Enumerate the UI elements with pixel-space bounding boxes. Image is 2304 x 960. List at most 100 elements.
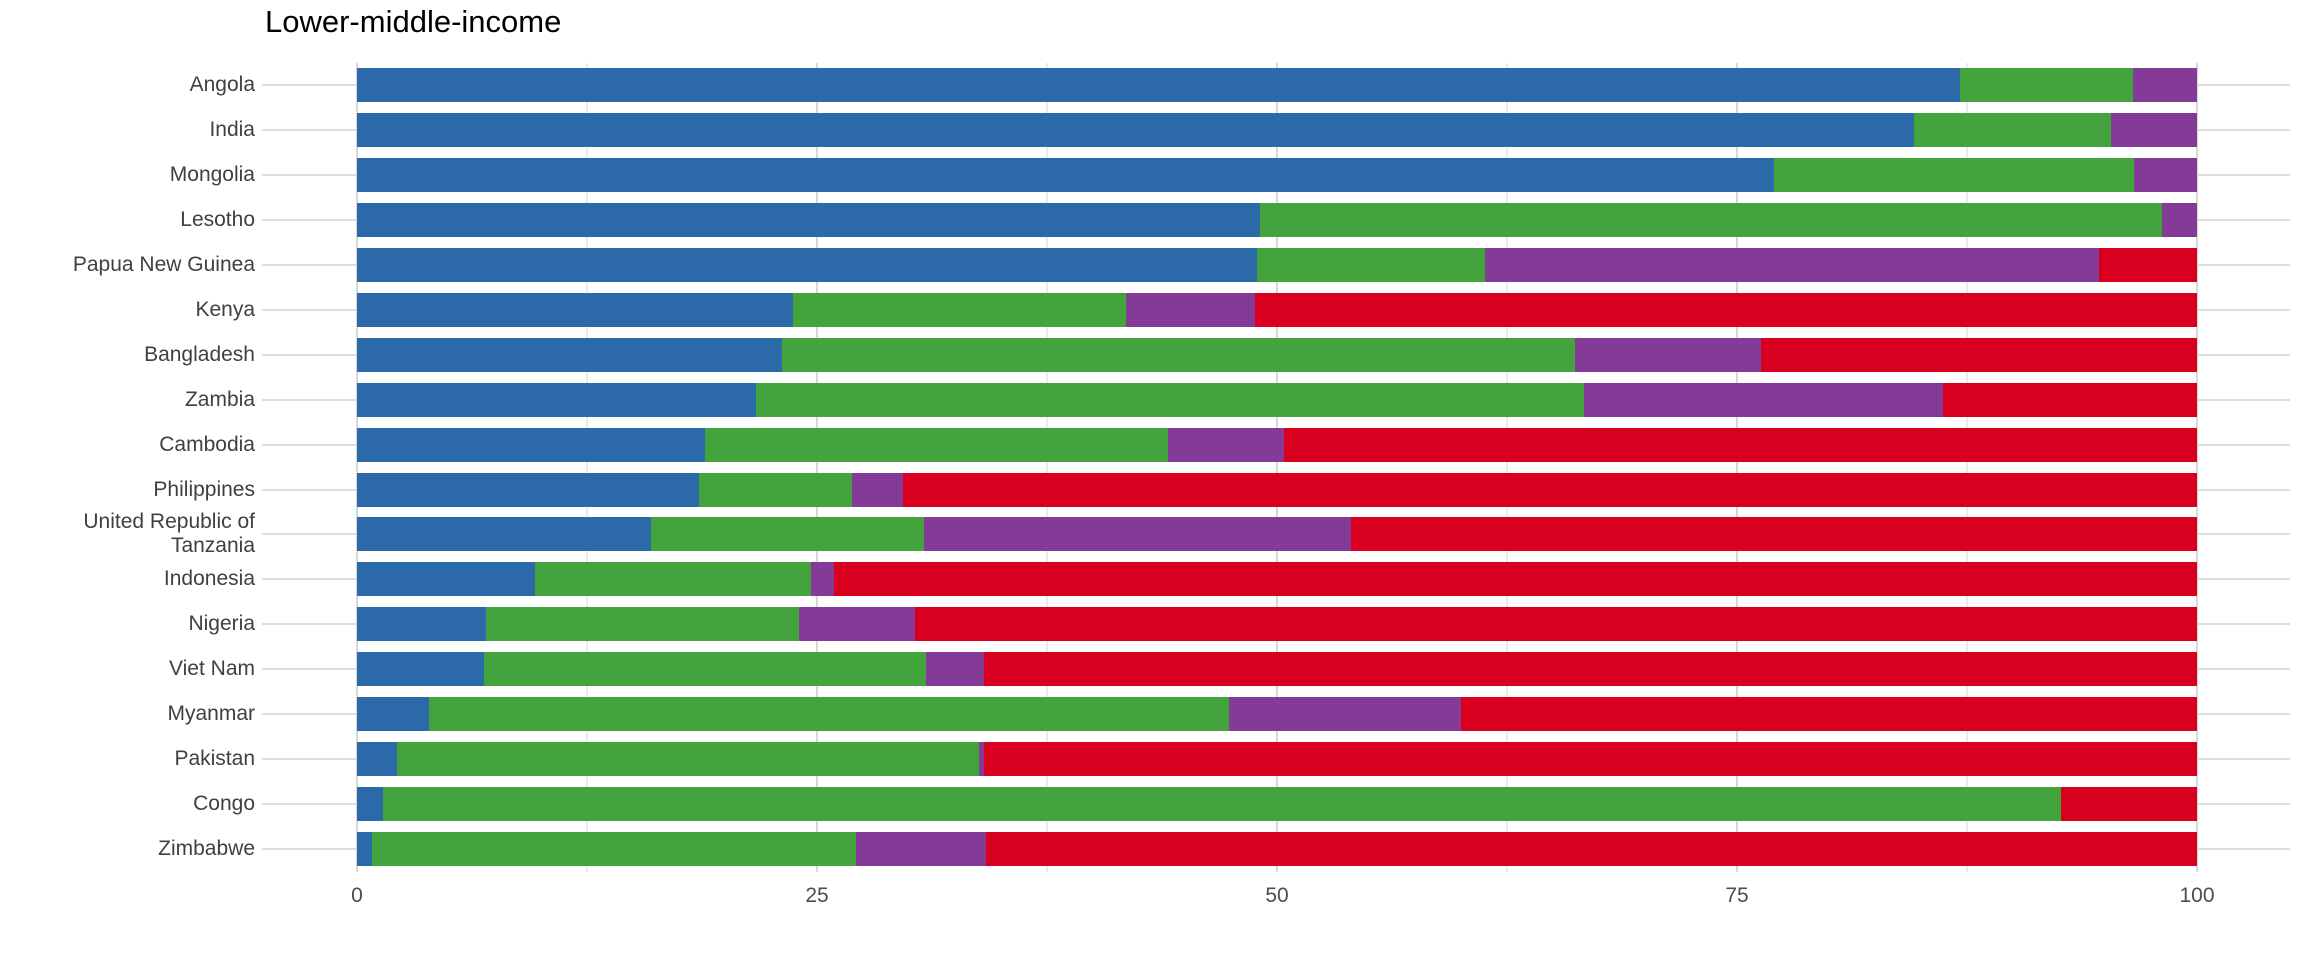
bar-segment-blue: [357, 786, 383, 821]
bar-segment-purple: [1484, 248, 2100, 283]
bar-segment-blue: [357, 158, 1774, 193]
bar-row-united-republic-of-tanzania: [357, 517, 2197, 552]
bar-row-nigeria: [357, 607, 2197, 642]
x-tick-label-25: 25: [805, 884, 829, 907]
bar-segment-blue: [357, 607, 486, 642]
x-tick-label-0: 0: [351, 884, 363, 907]
gridline-vertical-major: [816, 63, 818, 872]
bar-segment-red: [2060, 786, 2197, 821]
category-label-zambia: Zambia: [184, 387, 255, 411]
bar-segment-blue: [357, 113, 1914, 148]
bar-segment-green: [1959, 68, 2133, 103]
bar-segment-red: [1460, 697, 2197, 732]
bar-segment-purple: [811, 562, 834, 597]
x-tick-label-75: 75: [1725, 884, 1749, 907]
bar-row-lesotho: [357, 203, 2197, 238]
bar-row-mongolia: [357, 158, 2197, 193]
category-label-united-republic-of-tanzania: United Republic of Tanzania: [83, 510, 255, 558]
gridline-vertical-major: [1276, 63, 1278, 872]
gridline-vertical-major: [2196, 63, 2198, 872]
bar-segment-red: [1760, 337, 2197, 372]
bar-segment-blue: [357, 517, 652, 552]
bar-segment-red: [1254, 292, 2197, 327]
category-label-india: India: [209, 118, 255, 142]
bar-segment-purple: [1126, 292, 1255, 327]
gridline-vertical-major: [1736, 63, 1738, 872]
bar-row-zimbabwe: [357, 831, 2197, 866]
bar-segment-green: [1260, 203, 2163, 238]
category-label-indonesia: Indonesia: [163, 567, 255, 591]
bar-segment-blue: [357, 248, 1257, 283]
bar-segment-green: [704, 427, 1169, 462]
bar-segment-red: [984, 741, 2197, 776]
category-label-angola: Angola: [189, 73, 255, 97]
category-label-myanmar: Myanmar: [167, 702, 255, 726]
category-label-mongolia: Mongolia: [169, 163, 255, 187]
bar-segment-blue: [357, 292, 794, 327]
bar-segment-purple: [1575, 337, 1761, 372]
bar-row-pakistan: [357, 741, 2197, 776]
bar-segment-purple: [2162, 203, 2197, 238]
bar-segment-green: [397, 741, 979, 776]
bar-row-bangladesh: [357, 337, 2197, 372]
bar-segment-green: [483, 652, 926, 687]
category-label-bangladesh: Bangladesh: [144, 342, 255, 366]
category-label-viet-nam: Viet Nam: [169, 657, 255, 681]
bar-row-papua-new-guinea: [357, 248, 2197, 283]
bar-segment-green: [382, 786, 2061, 821]
bar-row-indonesia: [357, 562, 2197, 597]
category-label-pakistan: Pakistan: [174, 746, 255, 770]
bar-segment-purple: [2134, 158, 2197, 193]
bar-segment-purple: [855, 831, 987, 866]
bar-segment-green: [485, 607, 799, 642]
bar-row-philippines: [357, 472, 2197, 507]
bar-segment-purple: [2132, 68, 2197, 103]
bar-row-viet-nam: [357, 652, 2197, 687]
bar-segment-purple: [1584, 382, 1944, 417]
bar-segment-blue: [357, 562, 536, 597]
category-label-papua-new-guinea: Papua New Guinea: [72, 253, 255, 277]
bar-segment-purple: [2110, 113, 2197, 148]
bar-segment-green: [793, 292, 1127, 327]
bar-row-myanmar: [357, 697, 2197, 732]
bar-row-angola: [357, 68, 2197, 103]
bar-segment-green: [1256, 248, 1485, 283]
category-label-zimbabwe: Zimbabwe: [158, 836, 255, 860]
category-label-philippines: Philippines: [153, 477, 255, 501]
bar-row-congo: [357, 786, 2197, 821]
bar-segment-green: [651, 517, 924, 552]
bar-segment-blue: [357, 697, 429, 732]
bar-segment-purple: [923, 517, 1351, 552]
bar-segment-red: [833, 562, 2197, 597]
gridline-vertical-major: [356, 63, 358, 872]
bar-segment-red: [1284, 427, 2197, 462]
category-label-kenya: Kenya: [195, 297, 255, 321]
bar-segment-red: [1350, 517, 2197, 552]
bar-segment-purple: [851, 472, 904, 507]
gridline-vertical-minor: [1046, 63, 1048, 872]
bar-segment-blue: [357, 427, 705, 462]
bar-segment-purple: [798, 607, 915, 642]
bar-segment-blue: [357, 68, 1960, 103]
bar-row-cambodia: [357, 427, 2197, 462]
bar-segment-purple: [1229, 697, 1461, 732]
bar-segment-red: [903, 472, 2197, 507]
bar-segment-green: [1913, 113, 2111, 148]
bar-segment-purple: [925, 652, 985, 687]
x-tick-label-100: 100: [2179, 884, 2215, 907]
bar-segment-green: [428, 697, 1230, 732]
gridline-vertical-minor: [586, 63, 588, 872]
bar-segment-green: [756, 382, 1585, 417]
bar-segment-blue: [357, 382, 757, 417]
bar-row-india: [357, 113, 2197, 148]
bar-segment-blue: [357, 831, 372, 866]
x-tick-label-50: 50: [1265, 884, 1289, 907]
chart-title: Lower-middle-income: [265, 4, 562, 39]
gridline-vertical-minor: [1966, 63, 1968, 872]
bar-segment-red: [2099, 248, 2197, 283]
category-label-lesotho: Lesotho: [180, 208, 255, 232]
bar-segment-red: [986, 831, 2197, 866]
bar-segment-blue: [357, 337, 783, 372]
gridline-vertical-minor: [1506, 63, 1508, 872]
